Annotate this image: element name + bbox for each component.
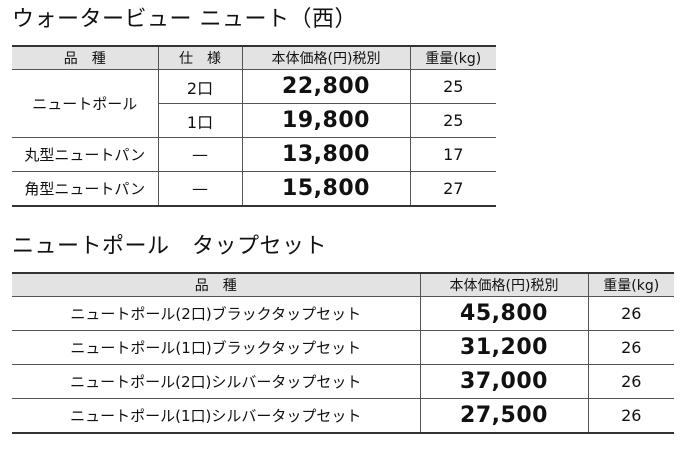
- price-cell: 31,200: [419, 330, 589, 365]
- spec-cell: —: [157, 171, 243, 207]
- table-row: ニュートポール 2口 22,800 25: [12, 69, 496, 138]
- price-cell: 22,800: [241, 69, 411, 104]
- item-cell: ニュートポール(2口)ブラックタップセット: [12, 296, 421, 331]
- table-row: ニュートポール(2口)シルバータップセット 37,000 26: [12, 364, 674, 399]
- spec-cell: —: [157, 137, 243, 172]
- table-header-row: 品 種 本体価格(円)税別 重量(kg): [12, 272, 674, 297]
- table-row: ニュートポール(2口)ブラックタップセット 45,800 26: [12, 296, 674, 331]
- price-cell: 27,500: [419, 398, 589, 434]
- header-item: 品 種: [12, 272, 421, 297]
- item-cell: ニュートポール: [12, 69, 159, 138]
- weight-cell: 25: [409, 103, 496, 138]
- table-header-row: 品 種 仕 様 本体価格(円)税別 重量(kg): [12, 45, 496, 70]
- section-title-newt-west: ウォータービュー ニュート（西）: [12, 7, 357, 32]
- weight-cell: 25: [409, 69, 496, 104]
- spec-cell: 2口: [157, 69, 243, 104]
- spec-cell: 1口: [158, 103, 243, 138]
- price-cell: 19,800: [241, 103, 411, 138]
- section-title-tap-set: ニュートポール タップセット: [12, 234, 328, 259]
- table-row: 角型ニュートパン — 15,800 27: [12, 171, 496, 207]
- header-weight: 重量(kg): [587, 272, 674, 297]
- price-cell: 37,000: [419, 364, 589, 399]
- item-cell: 角型ニュートパン: [12, 171, 159, 207]
- weight-cell: 17: [409, 137, 496, 172]
- item-cell: ニュートポール(2口)シルバータップセット: [12, 364, 421, 399]
- item-cell: ニュートポール(1口)ブラックタップセット: [12, 330, 421, 365]
- weight-cell: 26: [587, 296, 674, 331]
- table-row: ニュートポール(1口)シルバータップセット 27,500 26: [12, 398, 674, 434]
- header-price: 本体価格(円)税別: [419, 272, 589, 297]
- price-cell: 15,800: [241, 171, 411, 207]
- price-cell: 13,800: [241, 137, 411, 172]
- price-cell: 45,800: [419, 296, 589, 331]
- weight-cell: 27: [409, 171, 496, 207]
- price-table-tap-set: 品 種 本体価格(円)税別 重量(kg) ニュートポール(2口)ブラックタップセ…: [12, 272, 674, 434]
- weight-cell: 26: [587, 398, 674, 434]
- table-row: ニュートポール(1口)ブラックタップセット 31,200 26: [12, 330, 674, 365]
- header-spec: 仕 様: [157, 45, 243, 70]
- table-row: 丸型ニュートパン — 13,800 17: [12, 137, 496, 172]
- header-price: 本体価格(円)税別: [241, 45, 411, 70]
- header-weight: 重量(kg): [409, 45, 496, 70]
- item-cell: ニュートポール(1口)シルバータップセット: [12, 398, 421, 434]
- item-cell: 丸型ニュートパン: [12, 137, 159, 172]
- weight-cell: 26: [587, 330, 674, 365]
- header-item: 品 種: [12, 45, 159, 70]
- price-table-newt: 品 種 仕 様 本体価格(円)税別 重量(kg) ニュートポール 2口 22,8…: [12, 45, 496, 207]
- weight-cell: 26: [587, 364, 674, 399]
